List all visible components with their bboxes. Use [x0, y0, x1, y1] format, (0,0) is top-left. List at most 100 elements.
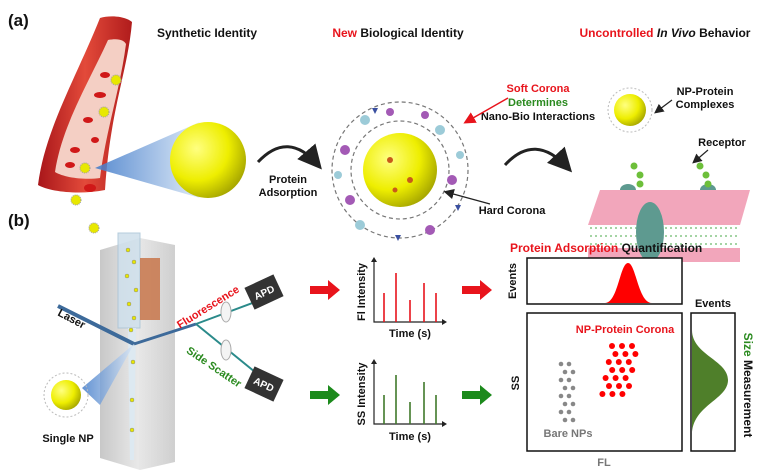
scatter-dot: [558, 393, 564, 399]
scatter-dot: [562, 401, 568, 407]
protein-corona-illustration: [331, 101, 469, 241]
size-word: Size: [741, 333, 755, 357]
in-vivo-word: In Vivo: [657, 26, 696, 40]
behavior-word: Behavior: [699, 26, 751, 40]
zoom-cone: [95, 122, 200, 198]
scatter-dot: [562, 385, 568, 391]
scatter-dot: [615, 359, 622, 365]
soft-corona-label: Soft Corona: [507, 83, 571, 95]
fl-time-axis-label: Time (s): [389, 328, 431, 340]
scatter-dot: [609, 391, 616, 397]
scatter-dot: [629, 343, 635, 349]
red-arrow-icon: [310, 280, 340, 300]
synthetic-identity-title: Synthetic Identity: [157, 26, 257, 40]
scatter-dot: [622, 375, 629, 381]
complexes-label: Complexes: [676, 99, 735, 111]
scatter-dot: [612, 351, 619, 357]
uncontrolled-word: Uncontrolled: [580, 26, 654, 40]
apd-detector-fluorescence: APD: [244, 274, 284, 310]
green-arrow-icon: [310, 385, 340, 405]
quantification-word: Quantification: [622, 241, 703, 255]
corona-np-cluster: [599, 343, 639, 397]
curved-arrow-icon: [503, 146, 573, 173]
quantification-title: Protein Adsorption Quantification: [510, 241, 702, 255]
scatter-dot: [566, 393, 572, 399]
flow-cell-illustration: [100, 232, 175, 470]
bare-nanoparticle: [170, 122, 246, 198]
complex-arrow-icon: [654, 99, 673, 114]
scatter-dot: [570, 417, 576, 423]
scatter-dot: [566, 409, 572, 415]
events-side-label: Events: [695, 298, 731, 310]
np-protein-label: NP-Protein: [677, 86, 734, 98]
scatter-dot: [606, 383, 612, 389]
scatter-dot: [566, 361, 572, 367]
nano-bio-label: Nano-Bio Interactions: [481, 111, 595, 123]
side-scatter-label: Side Scatter: [184, 345, 244, 391]
scatter-dot: [558, 361, 564, 367]
panel-b-label: (b): [8, 211, 30, 230]
ss-time-axis-label: Time (s): [389, 431, 431, 443]
receptor-label: Receptor: [698, 137, 746, 149]
hard-corona-label: Hard Corona: [479, 205, 547, 217]
protein-label: Protein: [269, 174, 307, 186]
scatter-dot: [609, 367, 616, 373]
scatter-dot: [622, 351, 629, 357]
ss-axis-label: SS: [510, 376, 522, 391]
fl-histogram-peak: [605, 263, 652, 303]
scatter-plot-box: [526, 312, 683, 452]
receptor-arrow-icon: [692, 149, 709, 164]
scatter-beam: [133, 322, 197, 346]
soft-corona-arrow-icon: [463, 97, 509, 124]
fl-intensity-axis-label: Fl Intensity: [356, 262, 368, 321]
scatter-dot: [558, 377, 564, 383]
determines-label: Determines: [508, 97, 568, 109]
scatter-dot: [570, 401, 576, 407]
panel-a-label: (a): [8, 11, 29, 30]
fl-histogram-box: [526, 257, 683, 305]
scatter-dot: [632, 351, 639, 357]
scatter-dot: [570, 369, 576, 375]
size-measurement-label: Size Measurement: [741, 333, 755, 438]
scatter-dot: [602, 375, 609, 381]
scatter-dot: [605, 359, 612, 365]
ss-histogram-peak: [692, 330, 728, 435]
scatter-dot: [558, 409, 564, 415]
fluorescence-label: Fluorescence: [175, 284, 242, 332]
protein-adsorption-words: Protein Adsorption: [510, 241, 618, 255]
scatter-dot: [562, 369, 568, 375]
biological-identity-words: Biological Identity: [360, 26, 464, 40]
green-arrow-icon: [462, 385, 492, 405]
events-top-label: Events: [507, 263, 519, 299]
np-protein-corona-label: NP-Protein Corona: [576, 324, 675, 336]
scatter-dot: [619, 367, 626, 373]
scatter-dot: [609, 343, 615, 349]
np-protein-complex: [607, 87, 653, 133]
measurement-word: Measurement: [741, 360, 755, 437]
new-word: New: [332, 26, 357, 40]
red-arrow-icon: [462, 280, 492, 300]
scatter-dot: [566, 377, 572, 383]
scatter-dot: [599, 391, 606, 397]
curved-arrow-icon: [256, 143, 322, 170]
fl-axis-label: FL: [597, 457, 611, 469]
scatter-dot: [619, 343, 625, 349]
lens-icon: [220, 339, 232, 361]
single-np-label: Single NP: [42, 433, 93, 445]
scatter-dot: [626, 383, 632, 389]
in-vivo-behavior-title: Uncontrolled In Vivo Behavior: [580, 26, 751, 40]
apd-detector-scatter: APD: [244, 366, 284, 402]
adsorption-label: Adsorption: [259, 187, 318, 199]
hard-corona-arrow-icon: [443, 189, 491, 205]
ss-intensity-axis-label: SS Intensity: [356, 362, 368, 426]
laser-beam: [57, 304, 135, 346]
scatter-dot: [619, 391, 626, 397]
scatter-dot: [616, 383, 622, 389]
lens-icon: [220, 301, 232, 323]
scatter-dot: [570, 385, 576, 391]
ss-intensity-chart: [371, 359, 447, 427]
single-np-illustration: [43, 344, 134, 418]
biological-identity-title: New Biological Identity: [332, 26, 464, 40]
